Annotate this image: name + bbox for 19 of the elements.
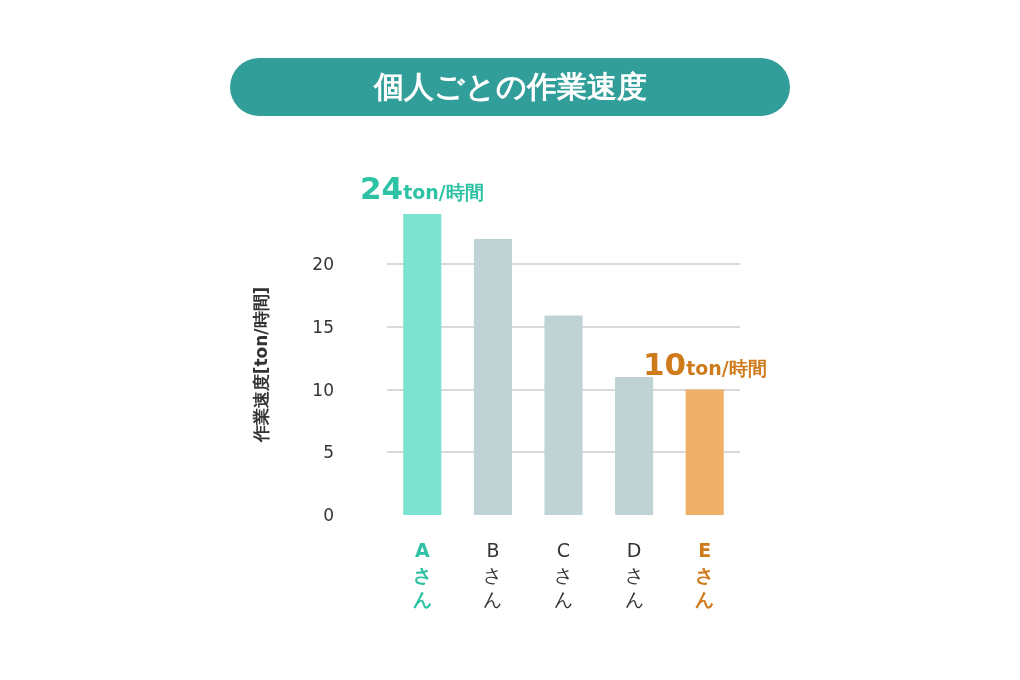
bar — [473, 239, 512, 515]
bar — [403, 214, 442, 515]
bar — [685, 389, 724, 515]
chart-title: 個人ごとの作業速度 — [230, 58, 790, 116]
x-tick-label: Cさん — [554, 539, 573, 611]
y-tick-label: 20 — [312, 254, 334, 275]
bar — [615, 377, 654, 515]
y-tick-label: 15 — [312, 316, 334, 337]
y-tick-label: 10 — [312, 379, 334, 400]
x-tick-label: Eさん — [695, 539, 715, 611]
x-tick-label: Aさん — [412, 539, 432, 611]
data-label: 10ton/時間 — [643, 346, 767, 382]
data-label: 24ton/時間 — [360, 170, 484, 206]
y-axis-title: 作業速度[ton/時間] — [250, 286, 271, 444]
bar — [544, 315, 583, 515]
x-tick-label: Dさん — [624, 539, 644, 611]
y-tick-label: 0 — [323, 504, 334, 525]
x-tick-label: Bさん — [483, 539, 503, 611]
y-tick-label: 5 — [323, 442, 334, 463]
